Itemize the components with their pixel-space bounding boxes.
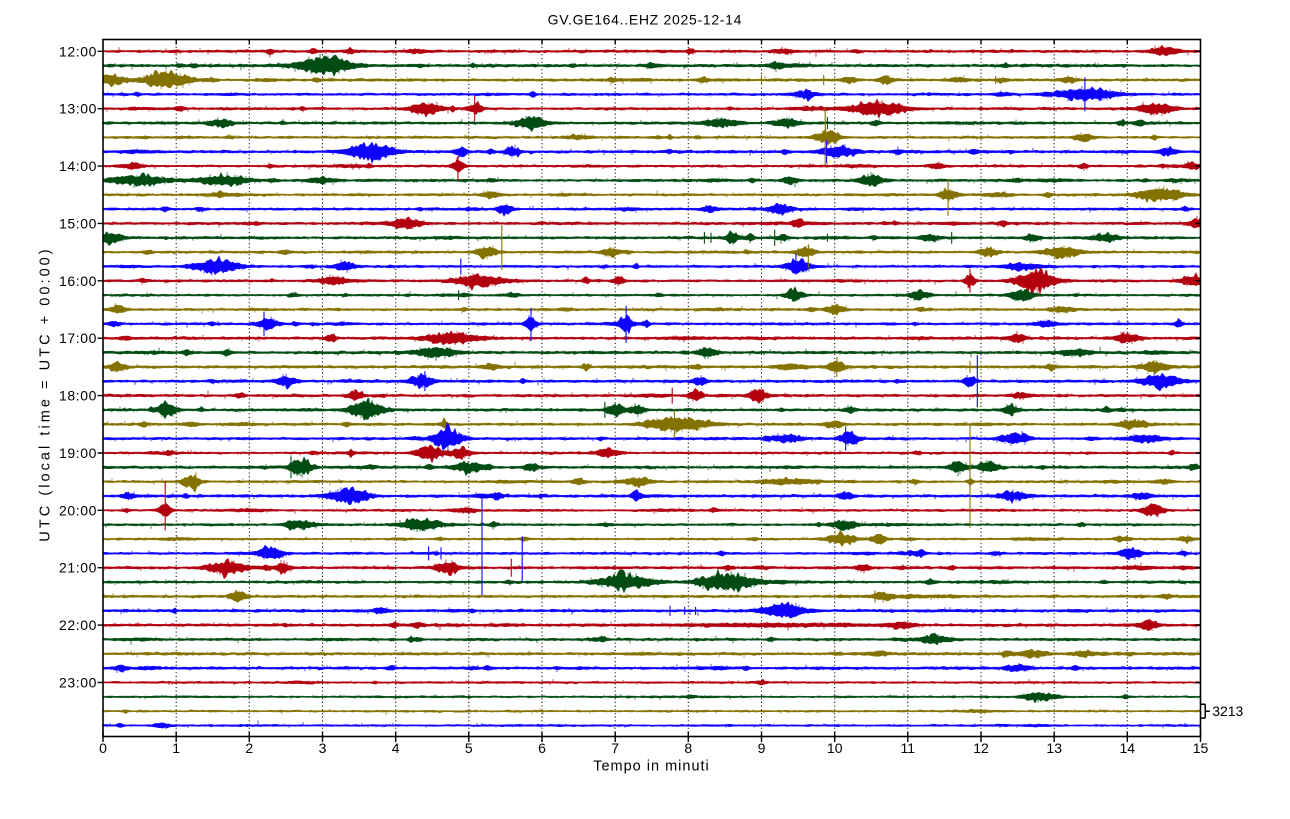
svg-text:19:00: 19:00 bbox=[59, 445, 97, 461]
svg-text:6: 6 bbox=[538, 740, 546, 756]
svg-text:11: 11 bbox=[901, 740, 916, 756]
svg-text:20:00: 20:00 bbox=[59, 502, 97, 518]
svg-text:7: 7 bbox=[611, 740, 619, 756]
svg-text:UTC (local time = UTC + 00:00): UTC (local time = UTC + 00:00) bbox=[38, 246, 54, 541]
svg-text:3: 3 bbox=[319, 740, 327, 756]
svg-text:15:00: 15:00 bbox=[59, 215, 97, 231]
svg-text:4: 4 bbox=[392, 740, 400, 756]
svg-text:18:00: 18:00 bbox=[59, 388, 97, 404]
svg-text:1: 1 bbox=[172, 740, 180, 756]
svg-text:13: 13 bbox=[1046, 740, 1062, 756]
svg-text:8: 8 bbox=[684, 740, 692, 756]
svg-text:10: 10 bbox=[827, 740, 843, 756]
svg-text:13:00: 13:00 bbox=[59, 101, 97, 117]
svg-text:GV.GE164..EHZ 2025-12-14: GV.GE164..EHZ 2025-12-14 bbox=[548, 12, 743, 28]
svg-text:0: 0 bbox=[99, 740, 107, 756]
svg-text:5: 5 bbox=[465, 740, 473, 756]
svg-text:22:00: 22:00 bbox=[59, 617, 97, 633]
svg-text:3213: 3213 bbox=[1212, 703, 1243, 719]
svg-text:9: 9 bbox=[758, 740, 766, 756]
svg-text:17:00: 17:00 bbox=[59, 330, 97, 346]
svg-text:14: 14 bbox=[1120, 740, 1136, 756]
svg-text:2: 2 bbox=[245, 740, 253, 756]
svg-text:16:00: 16:00 bbox=[59, 273, 97, 289]
svg-text:23:00: 23:00 bbox=[59, 675, 97, 691]
svg-text:Tempo in minuti: Tempo in minuti bbox=[593, 759, 710, 775]
svg-text:12:00: 12:00 bbox=[59, 43, 97, 59]
svg-text:14:00: 14:00 bbox=[59, 158, 97, 174]
svg-text:15: 15 bbox=[1193, 740, 1209, 756]
svg-text:21:00: 21:00 bbox=[59, 560, 97, 576]
svg-text:12: 12 bbox=[973, 740, 989, 756]
